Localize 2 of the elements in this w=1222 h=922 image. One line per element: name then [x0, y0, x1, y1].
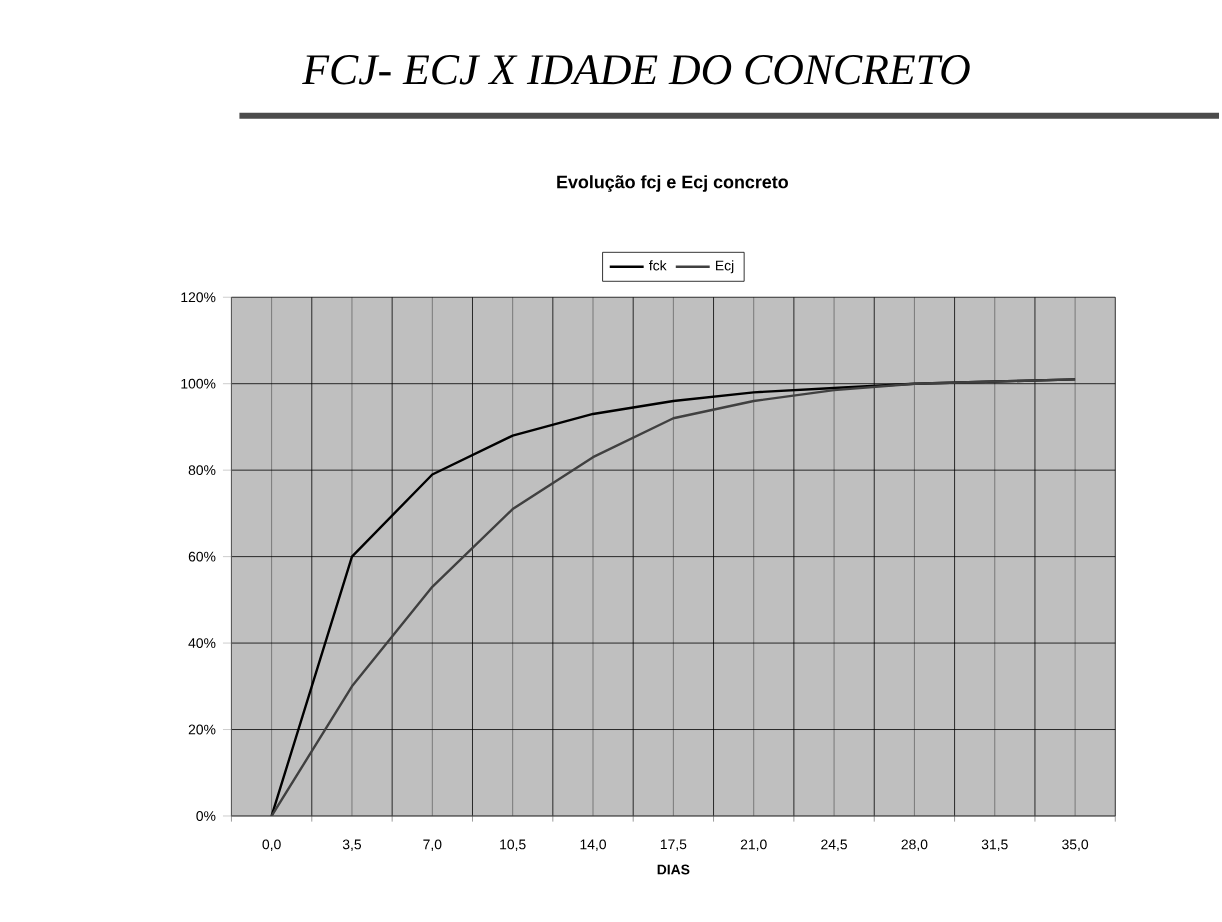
chart-subtitle: Evolução fcj e Ecj concreto	[557, 175, 788, 192]
chart-title: FCJ- ECJ X IDADE DO CONCRETO	[302, 55, 970, 85]
